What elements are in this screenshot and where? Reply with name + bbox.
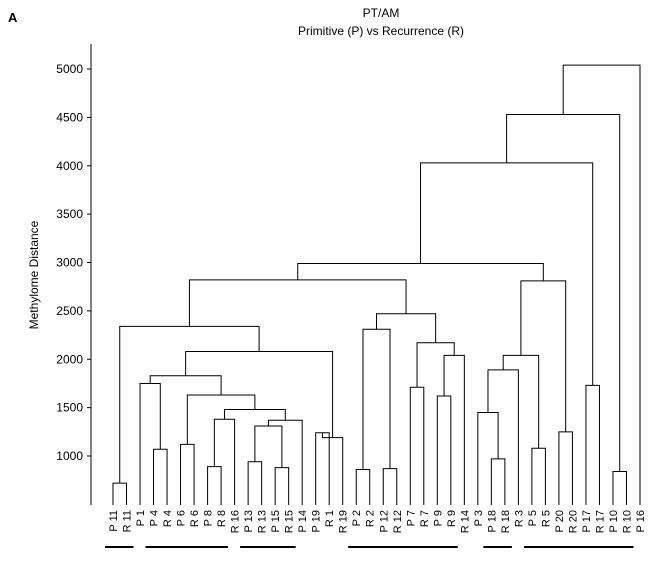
leaf-label: R 15 [284, 510, 296, 533]
dendrogram-link [362, 328, 391, 470]
dendrogram-link [558, 431, 573, 505]
dendrogram-link [531, 447, 546, 505]
chart-title: PT/AM [363, 6, 400, 20]
leaf-label: P 8 [203, 510, 215, 526]
dendrogram-link [267, 419, 303, 505]
dendrogram-link [149, 375, 222, 396]
leaf-label: R 20 [567, 510, 579, 533]
dendrogram-link [180, 443, 195, 505]
y-tick-label: 1000 [56, 449, 83, 463]
leaf-label: R 16 [230, 510, 242, 533]
leaf-label: P 16 [635, 510, 647, 532]
y-tick-label: 2000 [56, 352, 83, 366]
y-tick-label: 5000 [56, 62, 83, 76]
leaf-label: R 14 [459, 510, 471, 533]
dendrogram-link [376, 313, 437, 343]
leaf-label: P 15 [270, 510, 282, 532]
leaf-label: R 18 [500, 510, 512, 533]
dendrogram-links [112, 64, 641, 505]
leaf-label: P 9 [432, 510, 444, 526]
leaf-label: R 2 [365, 510, 377, 527]
y-tick-label: 3000 [56, 256, 83, 270]
dendrogram-link [409, 386, 425, 505]
leaf-label: R 11 [122, 510, 134, 532]
y-axis-ticks: 1000 1500 2000 2500 3000 3500 4000 4500 5000 [56, 62, 91, 463]
dendrogram-link [490, 458, 506, 505]
leaf-label: R 9 [446, 510, 458, 527]
chart-subtitle: Primitive (P) vs Recurrence (R) [298, 24, 464, 38]
y-tick-label: 4500 [56, 110, 83, 124]
y-tick-label: 4000 [56, 159, 83, 173]
dendrogram-link [188, 279, 407, 327]
dendrogram-link [382, 468, 398, 505]
leaf-label: R 10 [621, 510, 633, 533]
dendrogram-link [585, 384, 600, 505]
dendrogram-link [506, 113, 621, 472]
leaf-label: R 5 [540, 510, 552, 527]
leaf-label: P 20 [554, 510, 566, 532]
leaf-label: R 19 [338, 510, 350, 533]
y-tick-label: 1500 [56, 401, 83, 415]
dendrogram-link [502, 354, 540, 449]
dendrogram-link [254, 425, 283, 468]
leaf-label: P 2 [351, 510, 363, 526]
panel-label: A [8, 10, 18, 25]
dendrogram-link [355, 469, 371, 505]
dendrogram-link [420, 162, 594, 386]
dendrogram-link [436, 395, 452, 505]
leaf-label: P 4 [149, 510, 161, 526]
leaf-label: P 3 [473, 510, 485, 526]
leaf-label: R 8 [216, 510, 228, 527]
leaf-label: P 18 [486, 510, 498, 532]
dendrogram-link [520, 280, 567, 432]
leaf-label: P 17 [581, 510, 593, 532]
dendrogram-link [153, 448, 168, 505]
leaf-label: P 1 [135, 510, 147, 526]
leaf-label: R 13 [257, 510, 269, 533]
dendrogram-link [416, 342, 455, 388]
dendrogram-link [443, 354, 465, 505]
leaf-label: R 17 [594, 510, 606, 533]
leaf-label: R 4 [162, 510, 174, 527]
dendrogram-link [321, 432, 344, 505]
y-axis-label: Methylome Distance [27, 220, 41, 329]
dendrogram-link [274, 467, 290, 505]
leaf-label: P 10 [608, 510, 620, 532]
leaf-label: P 12 [378, 510, 390, 532]
leaf-label: R 7 [419, 510, 431, 527]
dendrogram-link [297, 262, 544, 281]
dendrogram-link [562, 64, 641, 505]
dendrogram-link [247, 461, 263, 505]
y-tick-label: 2500 [56, 304, 83, 318]
dendrogram-link [119, 325, 260, 484]
dendrogram-link [612, 470, 627, 505]
y-tick-label: 3500 [56, 207, 83, 221]
leaf-label: P 14 [297, 510, 309, 532]
dendrogram-link [315, 432, 330, 505]
dendrogram-link [112, 482, 128, 505]
leaf-label: R 3 [513, 510, 525, 527]
dendrogram-link [487, 369, 519, 505]
leaf-label: R 1 [324, 510, 336, 527]
leaf-label: R 6 [189, 510, 201, 527]
leaf-label: P 5 [527, 510, 539, 526]
leaf-label: P 13 [243, 510, 255, 532]
dendrogram-link [139, 382, 161, 505]
leaf-label: R 12 [392, 510, 404, 533]
leaf-label: P 6 [176, 510, 188, 526]
leaf-label: P 19 [311, 510, 323, 532]
dendrogram-link [213, 418, 236, 505]
dendrogram-link [207, 466, 222, 505]
leaf-label: P 11 [108, 510, 120, 532]
dendrogram-link [223, 409, 286, 421]
leaf-label: P 7 [405, 510, 417, 526]
